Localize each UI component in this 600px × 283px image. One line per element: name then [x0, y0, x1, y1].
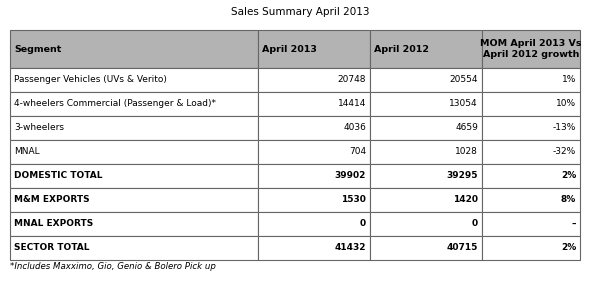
Text: 4659: 4659	[455, 123, 478, 132]
Bar	[370, 92, 482, 116]
Text: 2%: 2%	[561, 243, 576, 252]
Text: 20748: 20748	[337, 76, 366, 85]
Bar	[370, 236, 482, 260]
Text: MNAL EXPORTS: MNAL EXPORTS	[14, 220, 93, 228]
Bar	[258, 140, 370, 164]
Text: Sales Summary April 2013: Sales Summary April 2013	[231, 7, 369, 17]
Bar	[482, 140, 580, 164]
Text: 39295: 39295	[446, 171, 478, 181]
Bar	[10, 164, 258, 188]
Text: 1420: 1420	[453, 196, 478, 205]
Text: 8%: 8%	[561, 196, 576, 205]
Text: *Includes Maxximo, Gio, Genio & Bolero Pick up: *Includes Maxximo, Gio, Genio & Bolero P…	[10, 262, 216, 271]
Bar	[10, 30, 258, 68]
Text: -13%: -13%	[553, 123, 576, 132]
Text: 10%: 10%	[556, 100, 576, 108]
Bar	[258, 92, 370, 116]
Text: 0: 0	[472, 220, 478, 228]
Bar	[258, 236, 370, 260]
Bar	[258, 188, 370, 212]
Text: 20554: 20554	[449, 76, 478, 85]
Bar	[10, 212, 258, 236]
Bar	[258, 116, 370, 140]
Text: Segment: Segment	[14, 44, 61, 53]
Text: 0: 0	[360, 220, 366, 228]
Bar	[10, 236, 258, 260]
Bar	[258, 30, 370, 68]
Text: DOMESTIC TOTAL: DOMESTIC TOTAL	[14, 171, 103, 181]
Bar	[370, 188, 482, 212]
Bar	[10, 140, 258, 164]
Bar	[258, 212, 370, 236]
Text: 14414: 14414	[338, 100, 366, 108]
Bar	[370, 212, 482, 236]
Text: 704: 704	[349, 147, 366, 156]
Text: 3-wheelers: 3-wheelers	[14, 123, 64, 132]
Bar	[370, 116, 482, 140]
Text: 4-wheelers Commercial (Passenger & Load)*: 4-wheelers Commercial (Passenger & Load)…	[14, 100, 216, 108]
Text: 1028: 1028	[455, 147, 478, 156]
Text: 4036: 4036	[343, 123, 366, 132]
Bar	[482, 68, 580, 92]
Bar	[482, 236, 580, 260]
Bar	[482, 92, 580, 116]
Text: MOM April 2013 Vs
April 2012 growth: MOM April 2013 Vs April 2012 growth	[480, 39, 582, 59]
Text: 41432: 41432	[335, 243, 366, 252]
Bar	[482, 188, 580, 212]
Text: Passenger Vehicles (UVs & Verito): Passenger Vehicles (UVs & Verito)	[14, 76, 167, 85]
Text: -32%: -32%	[553, 147, 576, 156]
Bar	[482, 116, 580, 140]
Bar	[258, 164, 370, 188]
Bar	[370, 164, 482, 188]
Text: 2%: 2%	[561, 171, 576, 181]
Text: 40715: 40715	[446, 243, 478, 252]
Text: M&M EXPORTS: M&M EXPORTS	[14, 196, 89, 205]
Text: 1%: 1%	[562, 76, 576, 85]
Bar	[482, 30, 580, 68]
Bar	[258, 68, 370, 92]
Text: 39902: 39902	[335, 171, 366, 181]
Bar	[10, 188, 258, 212]
Text: April 2012: April 2012	[374, 44, 429, 53]
Bar	[10, 116, 258, 140]
Bar	[482, 212, 580, 236]
Text: 13054: 13054	[449, 100, 478, 108]
Text: SECTOR TOTAL: SECTOR TOTAL	[14, 243, 89, 252]
Bar	[482, 164, 580, 188]
Text: MNAL: MNAL	[14, 147, 40, 156]
Text: 1530: 1530	[341, 196, 366, 205]
Bar	[370, 140, 482, 164]
Bar	[10, 68, 258, 92]
Bar	[370, 68, 482, 92]
Text: –: –	[571, 220, 576, 228]
Bar	[370, 30, 482, 68]
Bar	[10, 92, 258, 116]
Text: April 2013: April 2013	[262, 44, 317, 53]
